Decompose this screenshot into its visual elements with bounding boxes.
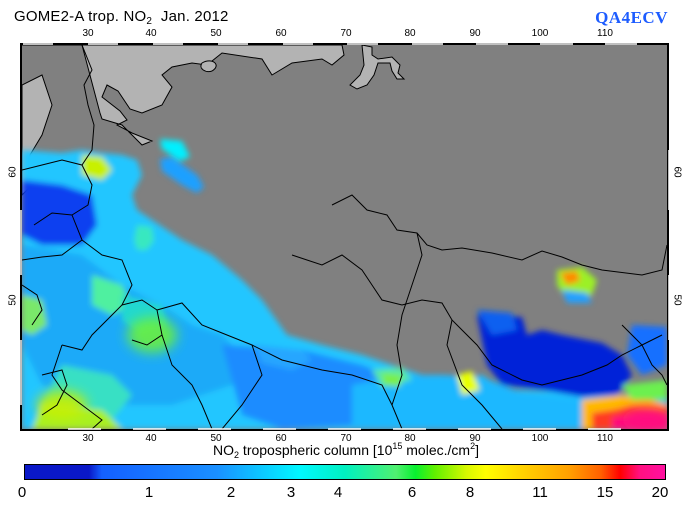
- colorbar-label-end: ]: [475, 442, 479, 458]
- x-tick-label-top: 60: [275, 28, 286, 39]
- x-tick-label-top: 70: [340, 28, 351, 39]
- colorbar-tick-label: 3: [287, 484, 295, 501]
- colorbar-tick-label: 8: [466, 484, 474, 501]
- colorbar-tick-label: 6: [408, 484, 416, 501]
- y-tick-label-left: 50: [8, 294, 19, 305]
- x-tick-label-top: 80: [404, 28, 415, 39]
- map-frame-ticks: [20, 40, 672, 434]
- y-tick-label-right: 50: [672, 294, 683, 305]
- y-tick-label-left: 60: [8, 166, 19, 177]
- colorbar-tick-label: 0: [18, 484, 26, 501]
- x-tick-label-top: 110: [597, 28, 613, 39]
- x-tick-label-top: 40: [145, 28, 156, 39]
- colorbar-label: NO2 tropospheric column [1015 molec./cm2…: [0, 441, 692, 460]
- title-text: GOME2-A trop. NO: [14, 8, 146, 25]
- colorbar-label-prefix: NO: [213, 442, 234, 458]
- colorbar: [24, 464, 666, 480]
- colorbar-tick-label: 4: [334, 484, 342, 501]
- colorbar-tick-label: 1: [145, 484, 153, 501]
- colorbar-tick-label: 15: [597, 484, 614, 501]
- colorbar-label-unit: molec./cm: [402, 442, 470, 458]
- x-tick-label-top: 50: [210, 28, 221, 39]
- x-tick-label-top: 100: [532, 28, 549, 39]
- colorbar-tick-label: 2: [227, 484, 235, 501]
- colorbar-tick-label: 11: [532, 484, 548, 501]
- y-tick-label-right: 60: [672, 166, 683, 177]
- colorbar-label-mid: tropospheric column [10: [239, 442, 392, 458]
- x-tick-label-top: 30: [82, 28, 93, 39]
- brand-label: QA4ECV: [595, 8, 668, 28]
- colorbar-tick-label: 20: [652, 484, 669, 501]
- map-title: GOME2-A trop. NO2 Jan. 2012: [14, 8, 229, 27]
- x-tick-label-top: 90: [469, 28, 480, 39]
- title-date: Jan. 2012: [152, 8, 228, 25]
- colorbar-label-exp: 15: [392, 441, 402, 451]
